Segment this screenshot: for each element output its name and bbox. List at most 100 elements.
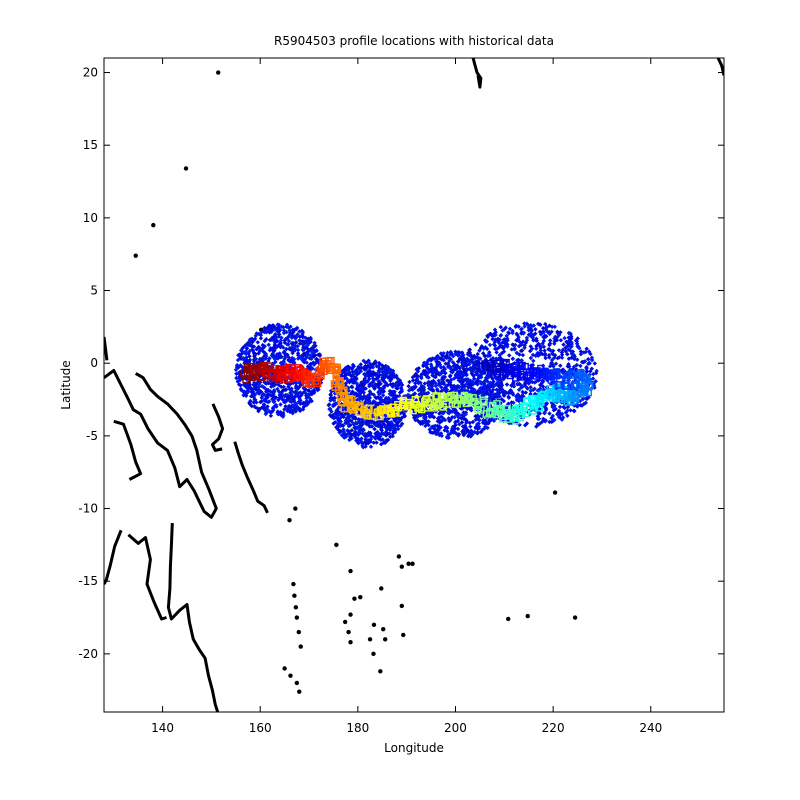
historical-point [558, 363, 563, 368]
historical-point [492, 343, 498, 348]
historical-point [376, 390, 381, 395]
historical-point [349, 419, 354, 424]
float-profile-point [481, 360, 489, 368]
historical-point [453, 419, 458, 424]
historical-point [271, 335, 276, 340]
historical-point [244, 355, 249, 360]
historical-point [467, 347, 472, 353]
historical-point [349, 391, 354, 396]
historical-point [501, 349, 507, 354]
historical-point [512, 361, 517, 366]
historical-point [444, 353, 449, 359]
historical-point [569, 334, 574, 339]
historical-point [426, 379, 431, 385]
historical-point [265, 328, 270, 333]
historical-point [534, 346, 539, 351]
historical-point [524, 335, 530, 341]
historical-point [537, 411, 543, 416]
historical-point [434, 354, 440, 359]
historical-point [243, 359, 248, 364]
historical-point [547, 355, 552, 360]
historical-point [249, 336, 255, 341]
historical-point [405, 392, 411, 398]
historical-point [260, 342, 265, 348]
historical-point [342, 373, 348, 378]
historical-point [523, 390, 528, 395]
float-profile-point [513, 366, 521, 374]
historical-point [306, 388, 312, 393]
historical-point [297, 341, 303, 346]
historical-point [524, 421, 530, 426]
historical-point [286, 355, 291, 360]
historical-point [540, 419, 545, 424]
historical-point [282, 340, 287, 345]
historical-point [271, 327, 277, 332]
historical-point [279, 384, 284, 389]
historical-point [530, 387, 536, 393]
historical-point [234, 363, 240, 368]
island-mark [506, 616, 511, 622]
historical-point [520, 384, 525, 389]
historical-point [260, 405, 265, 410]
historical-point [259, 384, 265, 389]
historical-point [461, 361, 466, 366]
historical-point [476, 373, 482, 378]
historical-point [535, 414, 540, 419]
historical-point [247, 341, 252, 347]
float-profile-point [363, 412, 371, 420]
historical-point [247, 357, 253, 363]
historical-point [453, 422, 458, 428]
historical-point [443, 370, 448, 376]
historical-point [564, 344, 569, 349]
historical-point [256, 331, 262, 337]
island-mark [396, 554, 402, 559]
historical-point [363, 386, 368, 391]
island-mark [406, 561, 411, 566]
historical-point [557, 404, 563, 410]
historical-point [437, 356, 443, 361]
historical-point [518, 348, 524, 354]
historical-point [523, 340, 529, 345]
historical-point [347, 437, 352, 443]
historical-point [516, 324, 521, 329]
historical-point [473, 370, 479, 375]
historical-point [390, 389, 396, 394]
historical-point [448, 373, 453, 378]
historical-point [473, 342, 478, 347]
historical-point [469, 408, 474, 413]
historical-point [241, 389, 247, 394]
historical-point [505, 342, 510, 347]
historical-point [548, 338, 553, 343]
historical-point [244, 351, 249, 356]
float-profile-point [307, 372, 316, 381]
coastline [166, 523, 220, 712]
historical-point [273, 359, 278, 365]
historical-point [425, 359, 430, 364]
historical-point [398, 380, 403, 385]
historical-point [445, 378, 450, 383]
historical-point [419, 372, 424, 377]
historical-point [308, 353, 313, 358]
historical-point [570, 349, 576, 354]
historical-point [449, 428, 454, 433]
historical-point [353, 370, 358, 375]
historical-point [459, 413, 464, 418]
historical-point [388, 424, 393, 430]
historical-point [371, 440, 376, 445]
historical-point [538, 322, 543, 327]
historical-point [389, 420, 394, 425]
historical-point [317, 353, 323, 358]
historical-point [471, 388, 477, 393]
historical-point [299, 392, 304, 398]
historical-point [237, 353, 242, 359]
historical-point [250, 393, 256, 399]
historical-point [483, 424, 488, 429]
historical-point [538, 382, 543, 388]
historical-point [288, 330, 293, 335]
historical-point [282, 349, 287, 354]
historical-point [383, 382, 389, 388]
historical-point [256, 408, 261, 414]
historical-point [283, 404, 288, 409]
historical-point [369, 424, 375, 429]
